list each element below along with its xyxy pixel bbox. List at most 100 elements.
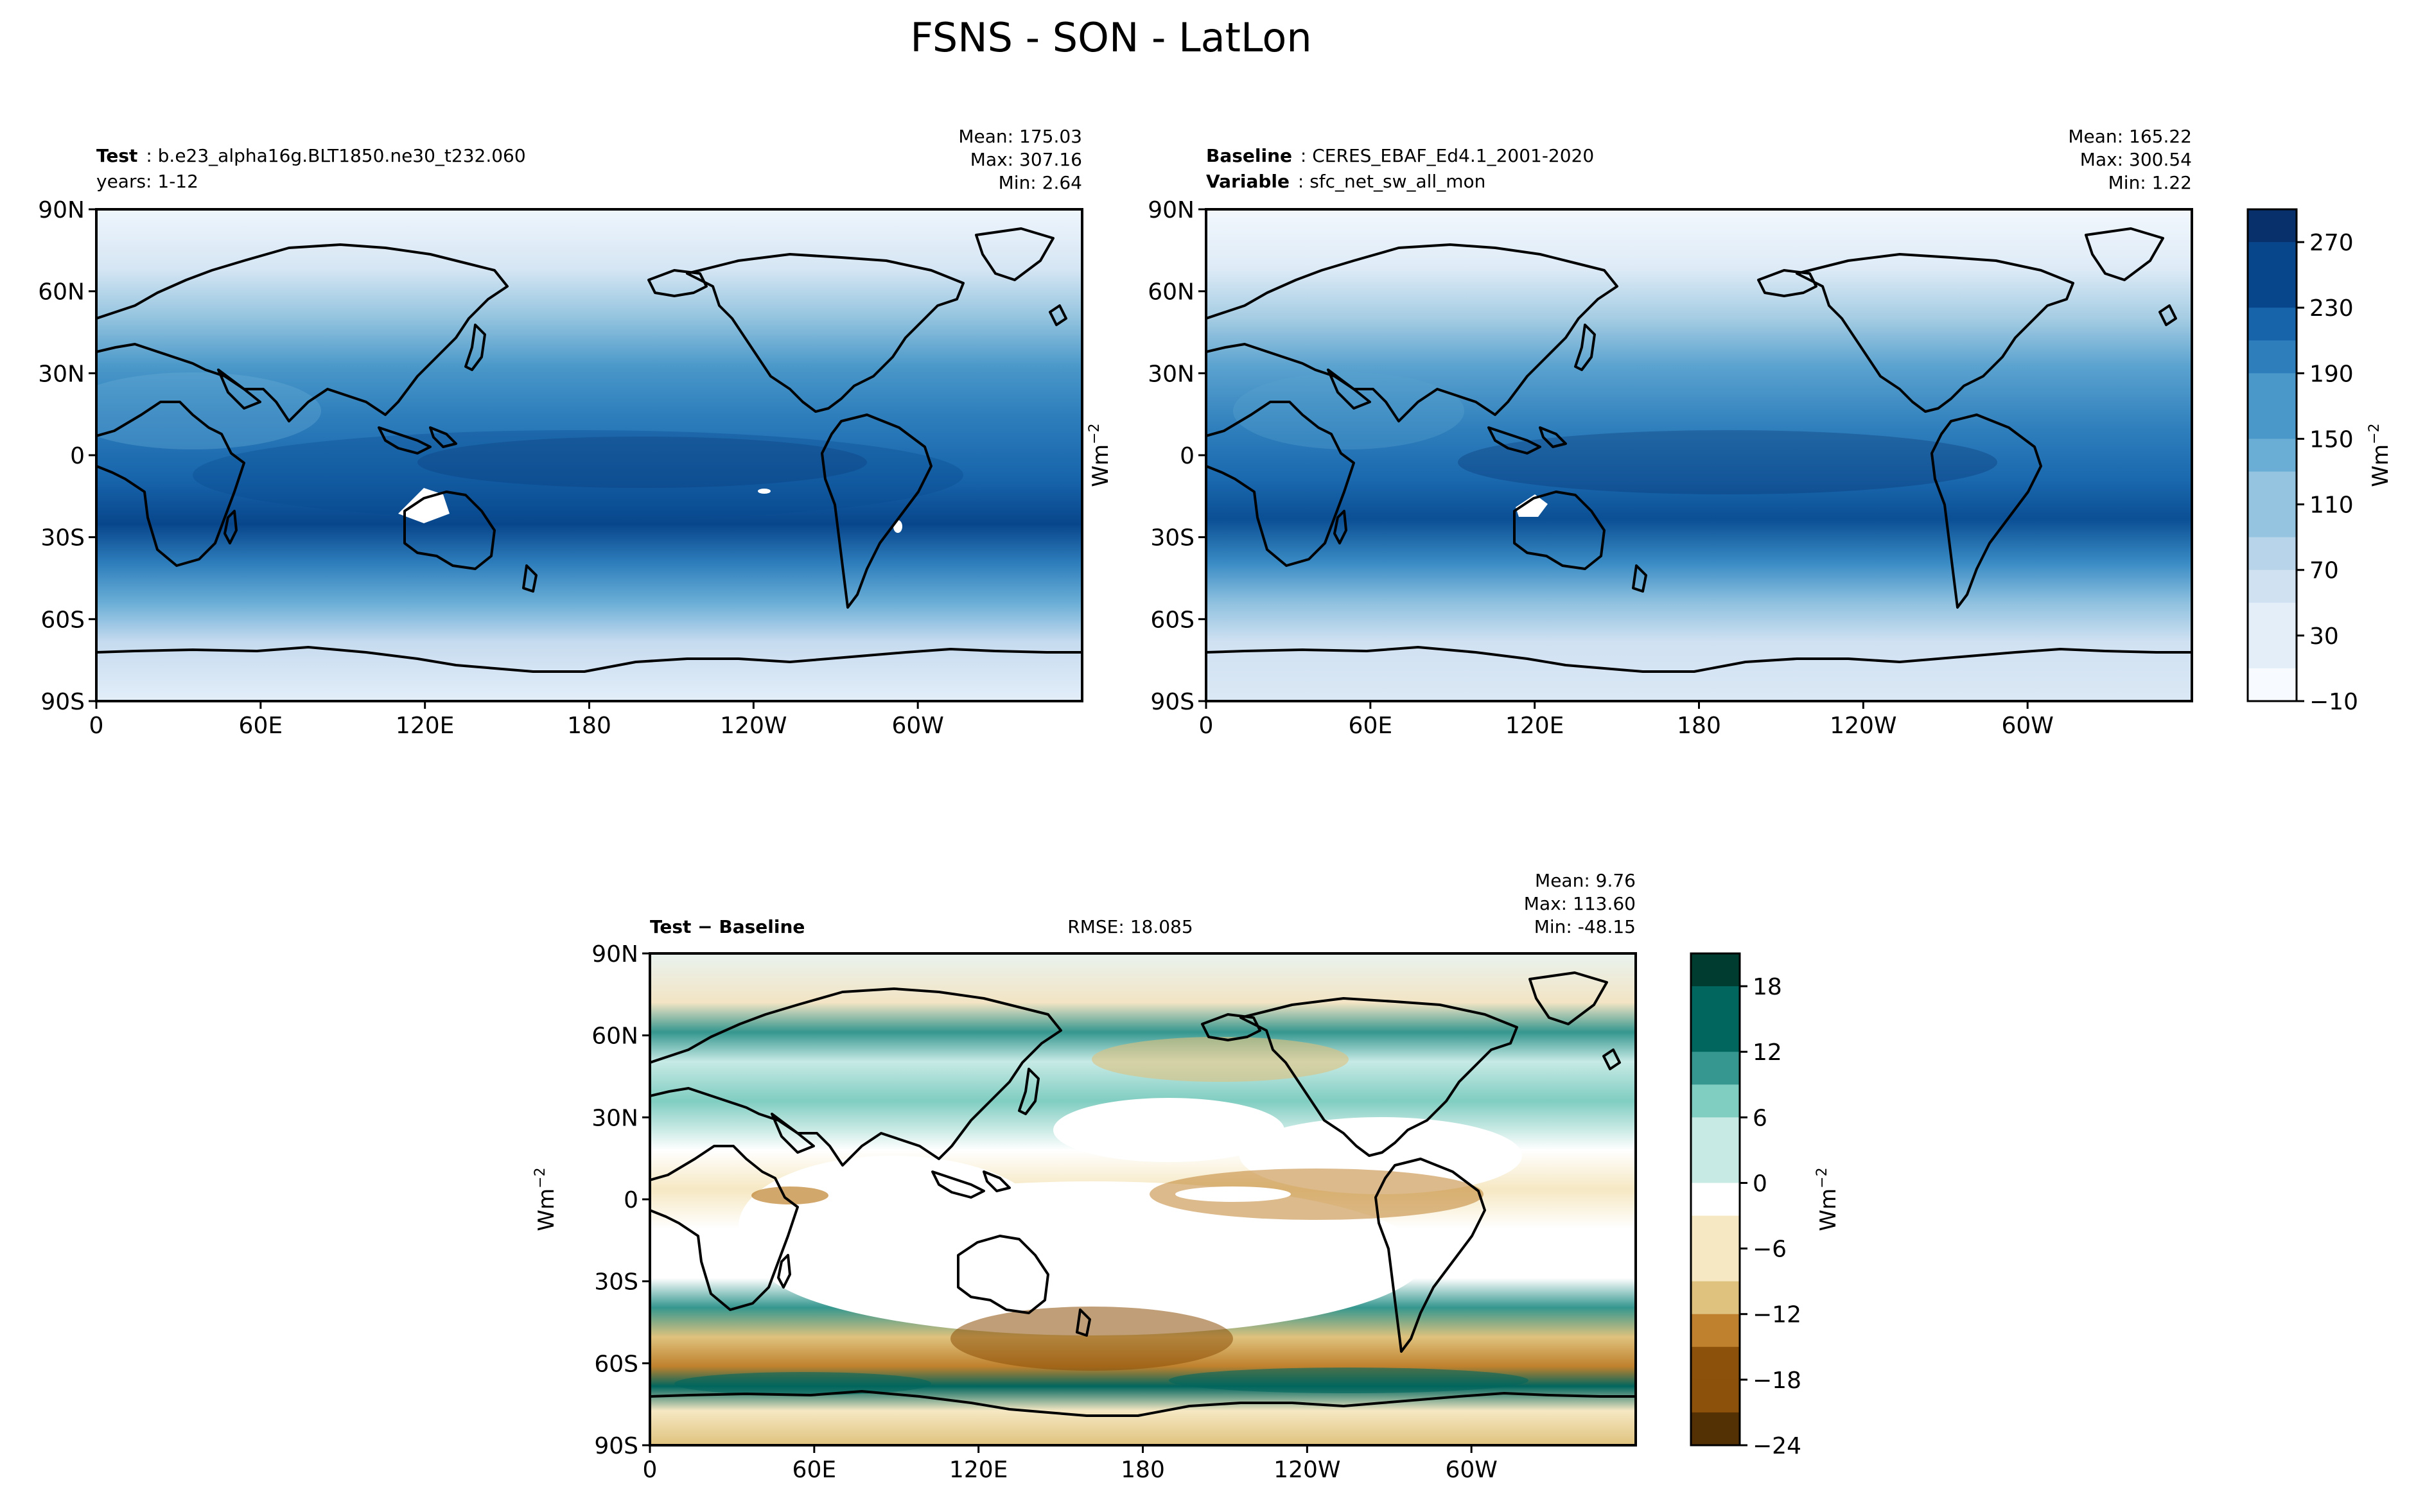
baseline-colorbar-tick-label: 110 bbox=[2309, 492, 2354, 519]
baseline-colorbar-tick-label: −10 bbox=[2309, 689, 2358, 715]
test-xtick-label: 180 bbox=[567, 713, 611, 739]
baseline-colorbar-segment bbox=[2248, 340, 2297, 374]
panel-difference: Test − Baseline RMSE: 18.085 Mean: 9.76 … bbox=[532, 870, 1841, 1483]
diff-colorbar-tick-label: −12 bbox=[1753, 1302, 1801, 1328]
baseline-colorbar-segment bbox=[2248, 373, 2297, 407]
diff-ticks: 0 60E 120E 180 120W 60W 90N 60N 30N 0 30S 60S 90S bbox=[591, 941, 1498, 1483]
diff-xtick-label: 60W bbox=[1445, 1457, 1497, 1483]
baseline-colorbar-segment bbox=[2248, 569, 2297, 604]
diff-ytick-label: 30N bbox=[591, 1105, 638, 1131]
test-field bbox=[96, 209, 1082, 701]
baseline-colorbar: 270 230 190 150 110 70 30 −10 bbox=[2246, 208, 2358, 715]
diff-stat-min: Min: -48.15 bbox=[1534, 916, 1636, 937]
diff-colorbar-segment bbox=[1691, 953, 1740, 987]
diff-colorbar-tick-label: 18 bbox=[1753, 974, 1782, 1000]
baseline-label-bold: Baseline bbox=[1206, 145, 1292, 166]
diff-colorbar-frame bbox=[1690, 952, 1741, 1447]
baseline-colorbar-tick-label: 270 bbox=[2309, 230, 2354, 256]
diff-xtick-label: 0 bbox=[643, 1457, 658, 1483]
baseline-colorbar-segment bbox=[2248, 504, 2297, 538]
test-ytick-label: 30S bbox=[40, 525, 85, 552]
diff-colorbar-tick-label: 0 bbox=[1753, 1170, 1767, 1197]
baseline-colorbar-tick-label: 70 bbox=[2309, 558, 2339, 584]
baseline-colorbar-tick-label: 150 bbox=[2309, 426, 2354, 453]
diff-label: Test − Baseline bbox=[650, 916, 805, 937]
diff-colorbar-segment bbox=[1691, 1346, 1740, 1380]
diff-colorbar-tick-label: −18 bbox=[1753, 1368, 1801, 1394]
baseline-xtick-label: 180 bbox=[1677, 713, 1721, 739]
baseline-colorbar-label: Wm−2 bbox=[2367, 423, 2394, 487]
diff-colorbar-tick-label: −6 bbox=[1753, 1237, 1787, 1263]
diff-ytick-label: 0 bbox=[624, 1187, 638, 1213]
variable-label-value: sfc_net_sw_all_mon bbox=[1309, 171, 1485, 192]
baseline-label-2: Variable : sfc_net_sw_all_mon bbox=[1206, 171, 1485, 192]
test-ytick-label: 60S bbox=[40, 607, 85, 633]
test-xtick-label: 60E bbox=[239, 713, 283, 739]
diff-colorbar: 18 12 6 0 −6 −12 −18 −24 bbox=[1690, 952, 1801, 1459]
figure-title: FSNS - SON - LatLon bbox=[910, 14, 1311, 61]
diff-xtick-label: 120W bbox=[1274, 1457, 1340, 1483]
diff-ylabel: Wm−2 bbox=[532, 1167, 559, 1231]
diff-ytick-label: 30S bbox=[594, 1269, 638, 1296]
baseline-ytick-label: 30N bbox=[1148, 361, 1195, 387]
test-xtick-label: 120E bbox=[396, 713, 454, 739]
baseline-ytick-label: 90N bbox=[1148, 197, 1195, 223]
diff-ytick-label: 90S bbox=[594, 1433, 638, 1459]
diff-rmse: RMSE: 18.085 bbox=[1067, 916, 1193, 937]
diff-colorbar-segment bbox=[1691, 1412, 1740, 1446]
diff-colorbar-segment bbox=[1691, 986, 1740, 1020]
diff-colorbar-label: Wm−2 bbox=[1814, 1167, 1841, 1231]
diff-colorbar-tick-label: −24 bbox=[1753, 1433, 1801, 1459]
baseline-colorbar-tick-label: 230 bbox=[2309, 295, 2354, 322]
test-stat-max: Max: 307.16 bbox=[970, 149, 1082, 170]
baseline-label-1: Baseline : CERES_EBAF_Ed4.1_2001-2020 bbox=[1206, 145, 1594, 166]
diff-colorbar-segment bbox=[1691, 1248, 1740, 1282]
panel-test: Test : b.e23_alpha16g.BLT1850.ne30_t232.… bbox=[38, 126, 1083, 739]
baseline-colorbar-segment bbox=[2248, 275, 2297, 309]
baseline-colorbar-frame bbox=[2246, 208, 2298, 702]
baseline-ytick-label: 60N bbox=[1148, 279, 1195, 306]
diff-stat-mean: Mean: 9.76 bbox=[1535, 870, 1636, 891]
baseline-xtick-label: 60W bbox=[2001, 713, 2053, 739]
baseline-xtick-label: 0 bbox=[1199, 713, 1214, 739]
baseline-ylabel: Wm−2 bbox=[1087, 423, 1114, 487]
diff-colorbar-segment bbox=[1691, 1183, 1740, 1217]
baseline-stat-min: Min: 1.22 bbox=[2108, 172, 2192, 193]
diff-stat-max: Max: 113.60 bbox=[1524, 893, 1636, 914]
diff-colorbar-segment bbox=[1691, 1150, 1740, 1184]
baseline-label-value: CERES_EBAF_Ed4.1_2001-2020 bbox=[1312, 145, 1594, 166]
diff-ytick-label: 60N bbox=[591, 1023, 638, 1050]
baseline-ytick-label: 90S bbox=[1150, 689, 1195, 715]
test-ytick-label: 90S bbox=[40, 689, 85, 715]
test-stat-mean: Mean: 175.03 bbox=[958, 126, 1082, 147]
diff-colorbar-segment bbox=[1691, 1281, 1740, 1315]
baseline-colorbar-segment bbox=[2248, 635, 2297, 669]
baseline-colorbar-segment bbox=[2248, 471, 2297, 505]
diff-colorbar-segment bbox=[1691, 1019, 1740, 1053]
baseline-colorbar-segment bbox=[2248, 308, 2297, 342]
test-label-years: years: 1-12 bbox=[96, 171, 198, 192]
test-label: Test : b.e23_alpha16g.BLT1850.ne30_t232.… bbox=[96, 145, 526, 166]
diff-colorbar-segment bbox=[1691, 1215, 1740, 1249]
diff-colorbar-tick-label: 6 bbox=[1753, 1105, 1767, 1131]
diff-xtick-label: 60E bbox=[792, 1457, 837, 1483]
baseline-ytick-label: 60S bbox=[1150, 607, 1195, 633]
baseline-stat-max: Max: 300.54 bbox=[2080, 149, 2192, 170]
test-ytick-label: 0 bbox=[70, 443, 85, 469]
test-ticks: 0 60E 120E 180 120W 60W 90N 60N 30N 0 30S 60S 90S bbox=[38, 197, 944, 739]
baseline-colorbar-segment bbox=[2248, 668, 2297, 702]
diff-xtick-label: 180 bbox=[1121, 1457, 1165, 1483]
test-ytick-label: 60N bbox=[38, 279, 85, 306]
baseline-colorbar-segment bbox=[2248, 439, 2297, 473]
baseline-ytick-label: 0 bbox=[1180, 443, 1195, 469]
baseline-colorbar-tick-label: 190 bbox=[2309, 361, 2354, 387]
test-ytick-label: 30N bbox=[38, 361, 85, 387]
test-label-bold: Test bbox=[96, 145, 137, 166]
baseline-colorbar-segment bbox=[2248, 209, 2297, 243]
baseline-field bbox=[1206, 209, 2192, 701]
diff-colorbar-tick-label: 12 bbox=[1753, 1039, 1782, 1066]
test-xtick-label: 120W bbox=[720, 713, 787, 739]
diff-colorbar-segment bbox=[1691, 1084, 1740, 1118]
diff-colorbar-segment bbox=[1691, 1314, 1740, 1348]
